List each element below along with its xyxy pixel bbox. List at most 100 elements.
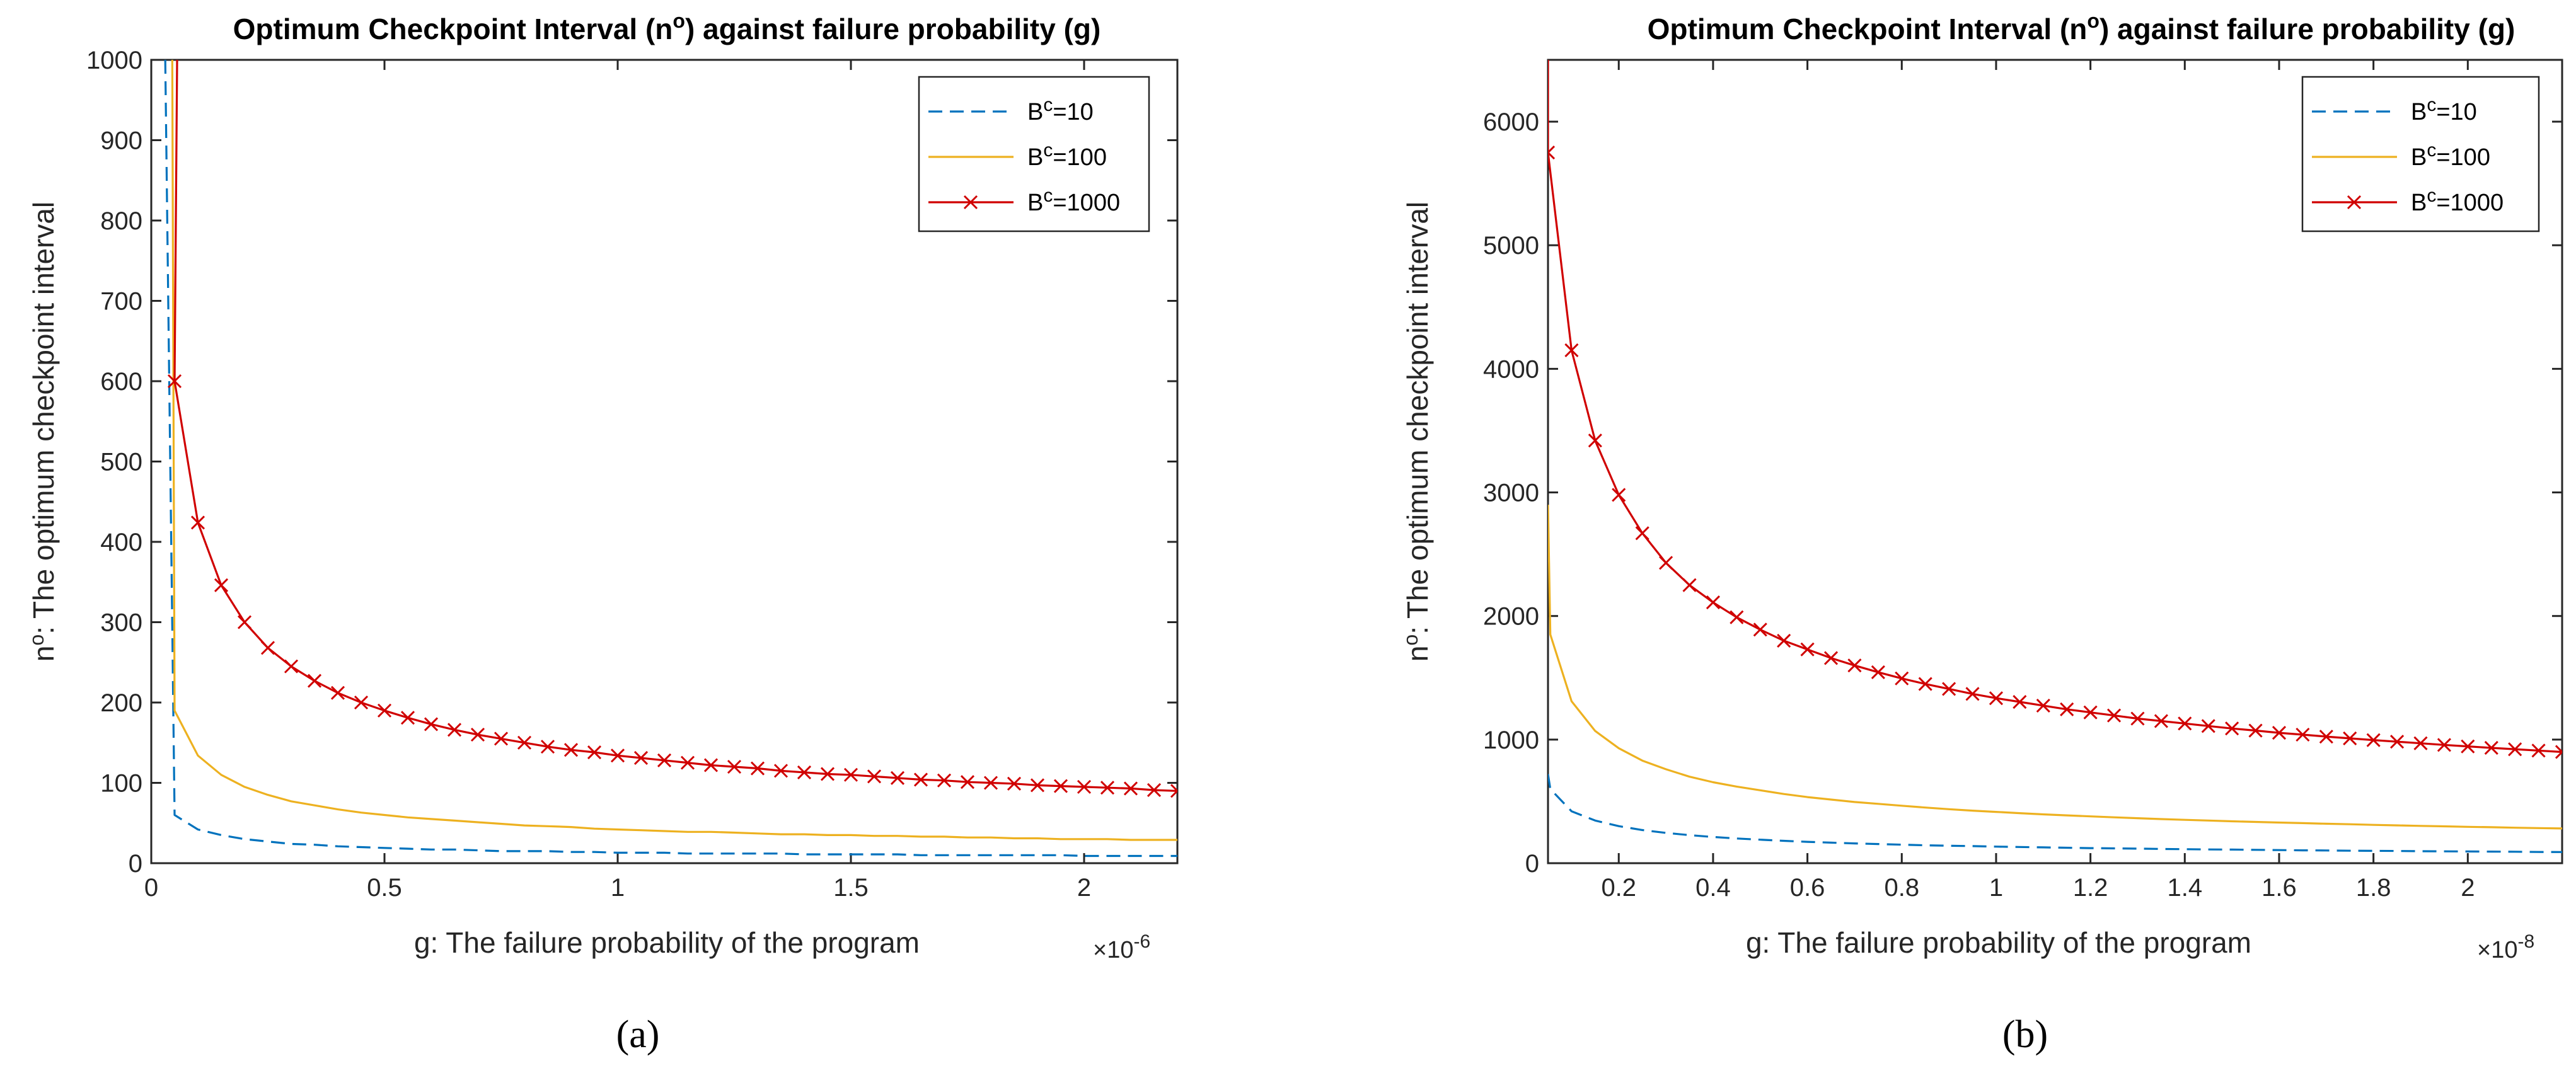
data-point-marker bbox=[167, 374, 182, 389]
data-point-marker bbox=[2508, 742, 2522, 757]
series-line-b100 bbox=[171, 60, 1177, 841]
series-line-b100 bbox=[1548, 505, 2562, 830]
y-tick-label: 600 bbox=[100, 368, 142, 396]
data-point-marker bbox=[1659, 556, 1673, 570]
y-tick-label: 0 bbox=[1525, 850, 1539, 878]
legend-a: Bc=10 Bc=100 Bc=1000 bbox=[918, 76, 1150, 232]
data-point-marker bbox=[1053, 779, 1068, 793]
legend-marker bbox=[2347, 195, 2362, 210]
y-tick-label: 200 bbox=[100, 689, 142, 717]
y-tick-label: 800 bbox=[100, 207, 142, 235]
data-point-marker bbox=[1847, 658, 1862, 673]
data-point-marker bbox=[1588, 433, 1602, 448]
x-tick-label: 0.5 bbox=[367, 874, 402, 902]
data-point-marker bbox=[727, 759, 742, 774]
data-point-marker bbox=[2060, 702, 2074, 716]
legend-label: Bc=100 bbox=[1027, 140, 1107, 171]
y-tick-label: 400 bbox=[100, 529, 142, 556]
data-point-marker bbox=[1800, 642, 1815, 657]
data-point-marker bbox=[1706, 595, 1720, 610]
data-point-marker bbox=[2296, 727, 2310, 742]
data-point-marker bbox=[2178, 716, 2192, 731]
plot-area-b bbox=[1548, 60, 2562, 853]
y-tick-label: 1000 bbox=[86, 47, 142, 74]
series-line-vertical-segment bbox=[173, 60, 178, 382]
data-point-marker bbox=[2413, 736, 2428, 750]
data-point-marker bbox=[610, 749, 625, 763]
y-tick-label: 500 bbox=[100, 449, 142, 476]
data-point-marker bbox=[2225, 721, 2239, 736]
data-point-marker bbox=[2036, 698, 2050, 713]
x-tick-label: 1 bbox=[611, 874, 625, 902]
panel-label-a: (a) bbox=[616, 1013, 660, 1056]
data-point-marker bbox=[680, 755, 695, 770]
data-point-marker bbox=[284, 659, 299, 674]
series-line-b1000 bbox=[1548, 152, 2562, 754]
x-tick-label: 1.8 bbox=[2356, 874, 2391, 902]
y-tick-label: 0 bbox=[129, 850, 142, 878]
data-point-marker bbox=[1753, 623, 1767, 637]
data-point-marker bbox=[237, 615, 252, 629]
data-point-marker bbox=[773, 764, 788, 778]
data-point-marker bbox=[2130, 711, 2145, 726]
x-tick-label: 1 bbox=[1989, 874, 2003, 902]
y-tick-label: 5000 bbox=[1483, 232, 1539, 260]
data-point-marker bbox=[214, 578, 229, 592]
x-axis-label-b: g: The failure probability of the progra… bbox=[1746, 926, 2251, 959]
data-point-marker bbox=[1146, 783, 1162, 798]
series-line-b1000 bbox=[173, 381, 1177, 792]
data-point-marker bbox=[2106, 708, 2122, 723]
x-tick-label: 1.5 bbox=[833, 874, 869, 902]
data-point-marker bbox=[354, 695, 369, 710]
data-point-marker bbox=[1548, 146, 1556, 160]
x-tick-label: 0.4 bbox=[1695, 874, 1731, 902]
data-point-marker bbox=[2461, 739, 2475, 754]
x-tick-label: 0.2 bbox=[1601, 874, 1636, 902]
x-axis-label-a: g: The failure probability of the progra… bbox=[414, 926, 920, 959]
y-tick-label: 300 bbox=[100, 609, 142, 637]
data-point-marker bbox=[657, 753, 672, 767]
plot-frame-b bbox=[1547, 59, 2563, 864]
data-point-marker bbox=[1077, 779, 1092, 794]
data-point-marker bbox=[2555, 745, 2562, 759]
data-point-marker bbox=[2154, 714, 2168, 728]
data-point-marker bbox=[1564, 343, 1579, 358]
data-point-marker bbox=[1730, 610, 1744, 624]
series-line-b10 bbox=[164, 60, 1177, 858]
y-tick-label: 3000 bbox=[1483, 479, 1539, 507]
data-point-marker bbox=[1635, 526, 1649, 541]
y-tick-label: 700 bbox=[100, 288, 142, 316]
data-point-marker bbox=[400, 711, 415, 725]
data-point-marker bbox=[750, 761, 765, 776]
data-point-marker bbox=[2248, 723, 2263, 738]
data-point-marker bbox=[1123, 781, 1138, 796]
data-point-marker bbox=[633, 750, 649, 766]
data-point-marker bbox=[517, 735, 532, 750]
x-scale-exponent-a: ×10-6 bbox=[1093, 931, 1150, 963]
data-point-marker bbox=[470, 727, 485, 742]
data-point-marker bbox=[1942, 682, 1956, 696]
legend-box bbox=[918, 76, 1150, 232]
plot-area-a bbox=[164, 60, 1177, 858]
legend-label: Bc=1000 bbox=[2411, 185, 2504, 216]
data-point-marker bbox=[307, 674, 322, 688]
data-point-marker bbox=[983, 776, 998, 790]
data-point-marker bbox=[1895, 671, 1909, 686]
chart-title-a: Optimum Checkpoint Interval (no) against… bbox=[233, 9, 1101, 45]
legend-label: Bc=10 bbox=[2411, 95, 2477, 125]
data-point-marker bbox=[937, 773, 952, 788]
x-tick-label: 1.4 bbox=[2167, 874, 2202, 902]
data-point-marker bbox=[797, 765, 812, 779]
data-point-marker bbox=[1777, 633, 1791, 648]
x-tick-label: 1.6 bbox=[2261, 874, 2297, 902]
y-tick-label: 6000 bbox=[1483, 108, 1539, 136]
data-point-marker bbox=[843, 767, 858, 782]
data-point-marker bbox=[2319, 730, 2333, 744]
legend-marker bbox=[963, 195, 978, 210]
data-point-marker bbox=[1100, 781, 1115, 795]
y-axis-label-a: no: The optimum checkpoint interval bbox=[25, 202, 60, 662]
data-point-marker bbox=[1989, 691, 2004, 706]
chart-panel-b: Optimum Checkpoint Interval (no) against… bbox=[1399, 9, 2563, 1056]
data-point-marker bbox=[587, 745, 602, 760]
x-tick-label: 1.2 bbox=[2073, 874, 2108, 902]
